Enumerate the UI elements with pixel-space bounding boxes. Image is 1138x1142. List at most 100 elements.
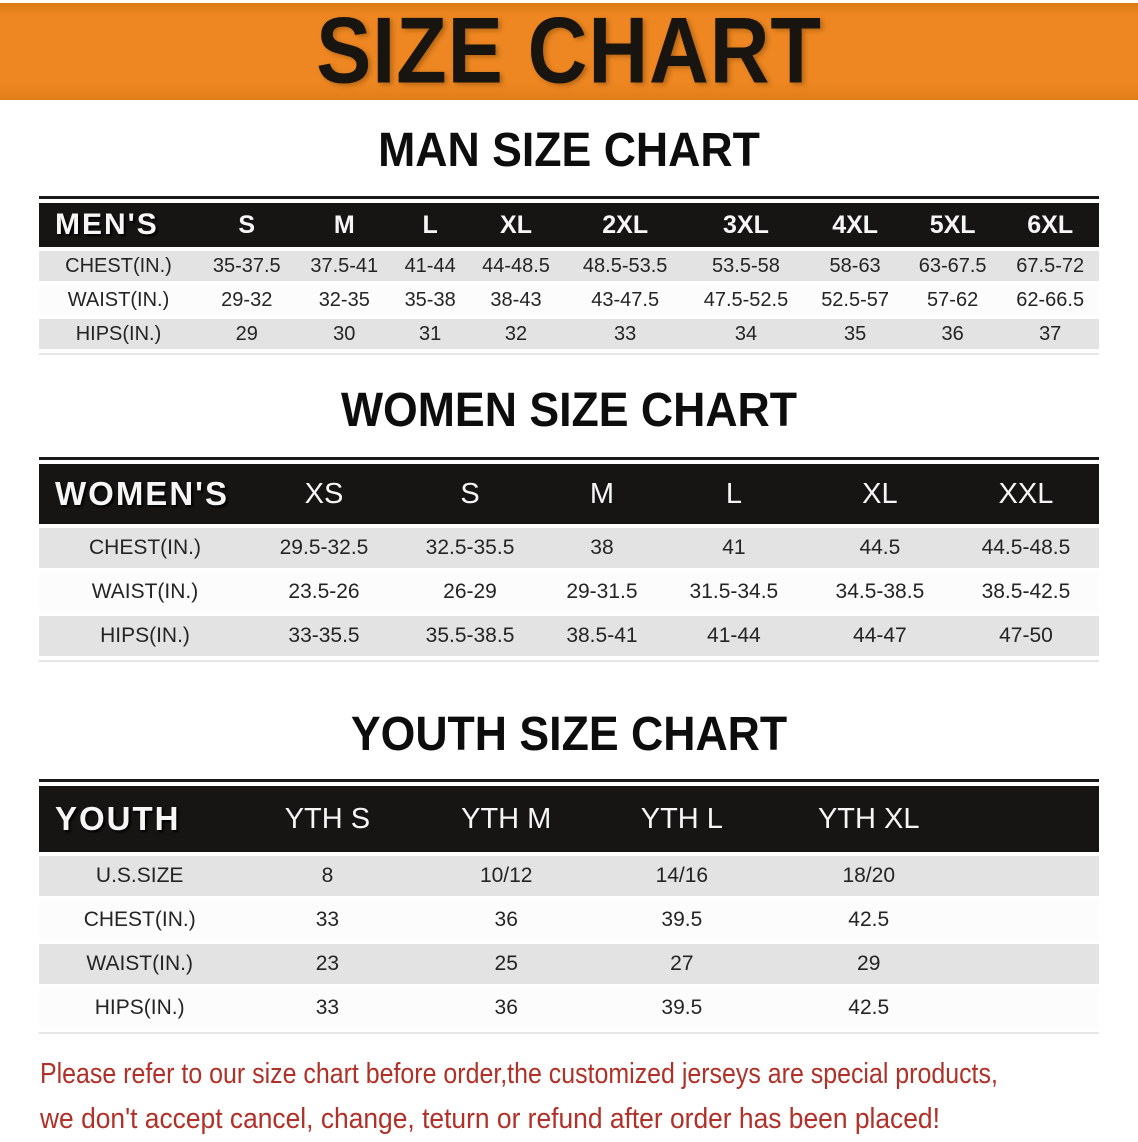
size-column-header: YTH XL: [765, 786, 972, 852]
size-value-cell: 52.5-57: [806, 285, 904, 315]
size-value-cell: 10/12: [414, 856, 599, 896]
size-value-cell: 41-44: [660, 616, 807, 656]
measurement-row: WAIST(IN.) 23.5-26 26-29 29-31.5 31.5-34.5 34…: [39, 572, 1099, 612]
size-value-cell: 27: [598, 944, 766, 984]
size-value-cell: 31.5-34.5: [660, 572, 807, 612]
size-value-cell: 14/16: [598, 856, 766, 896]
women-section-title: WOMEN SIZE CHART: [340, 381, 798, 437]
man-size-chart-section: MAN SIZE CHART MEN'S S M L XL 2XL 3XL 4XL 5XL 6XL…: [0, 121, 1138, 355]
size-column-header: L: [393, 203, 468, 247]
measurement-row: CHEST(IN.) 29.5-32.5 32.5-35.5 38 41 44.5 44.5…: [39, 528, 1099, 568]
men-size-table: MEN'S S M L XL 2XL 3XL 4XL 5XL 6XL CHEST(IN.) 35-37…: [39, 196, 1099, 355]
table-title-cell: YOUTH: [39, 786, 241, 852]
size-column-header: YTH L: [598, 786, 766, 852]
row-label: WAIST(IN.): [39, 944, 241, 984]
measurement-row: CHEST(IN.) 33 36 39.5 42.5: [39, 900, 1099, 940]
size-value-cell: 33: [564, 319, 686, 349]
size-value-cell: 35.5-38.5: [397, 616, 544, 656]
size-value-cell: 44.5-48.5: [952, 528, 1099, 568]
size-value-cell: 47.5-52.5: [685, 285, 807, 315]
size-value-cell: 36: [903, 319, 1002, 349]
women-size-chart-section: WOMEN SIZE CHART WOMEN'S XS S M L XL XXL CHEST(…: [0, 381, 1138, 662]
size-value-cell: 67.5-72: [1001, 251, 1099, 281]
size-value-cell: 42.5: [765, 988, 972, 1028]
table-title-cell: WOMEN'S: [39, 464, 251, 524]
size-value-cell: 29: [198, 319, 296, 349]
size-value-cell: 39.5: [598, 988, 766, 1028]
row-label: WAIST(IN.): [39, 285, 198, 315]
measurement-row: WAIST(IN.) 23 25 27 29: [39, 944, 1099, 984]
size-value-cell: 43-47.5: [564, 285, 686, 315]
youth-section-title: YOUTH SIZE CHART: [350, 705, 788, 761]
size-value-cell: 31: [393, 319, 468, 349]
size-value-cell: 63-67.5: [903, 251, 1002, 281]
size-column-header: XL: [467, 203, 565, 247]
disclaimer-line-2: we don't accept cancel, change, teturn o…: [40, 1103, 940, 1135]
size-value-cell: 38.5-42.5: [952, 572, 1099, 612]
size-value-cell: 62-66.5: [1001, 285, 1099, 315]
table-header-row: WOMEN'S XS S M L XL XXL: [39, 464, 1099, 524]
row-label: CHEST(IN.): [39, 528, 251, 568]
row-label: HIPS(IN.): [39, 616, 251, 656]
size-value-cell: 23.5-26: [251, 572, 398, 612]
size-column-header: S: [397, 464, 544, 524]
size-column-header: 2XL: [564, 203, 686, 247]
size-value-cell: 32: [467, 319, 565, 349]
women-size-table: WOMEN'S XS S M L XL XXL CHEST(IN.) 29.5-32.5 32.5…: [39, 457, 1099, 662]
size-value-cell: 53.5-58: [685, 251, 807, 281]
size-column-header: YTH M: [414, 786, 599, 852]
size-value-cell: 44-48.5: [467, 251, 565, 281]
size-value-cell: 18/20: [765, 856, 972, 896]
size-value-cell: 57-62: [903, 285, 1002, 315]
size-column-header: 5XL: [903, 203, 1002, 247]
size-value-cell: 26-29: [397, 572, 544, 612]
size-value-cell: 33-35.5: [251, 616, 398, 656]
size-value-cell: 29-31.5: [543, 572, 661, 612]
size-value-cell: 41-44: [393, 251, 468, 281]
size-value-cell: 44-47: [806, 616, 953, 656]
size-value-cell: 38-43: [467, 285, 565, 315]
size-column-header: 6XL: [1001, 203, 1099, 247]
size-value-cell: 35: [806, 319, 904, 349]
row-label: CHEST(IN.): [39, 251, 198, 281]
size-value-cell: 48.5-53.5: [564, 251, 686, 281]
size-value-cell: 29.5-32.5: [251, 528, 398, 568]
measurement-row: CHEST(IN.) 35-37.5 37.5-41 41-44 44-48.5 48.5…: [39, 251, 1099, 281]
measurement-row: HIPS(IN.) 29 30 31 32 33 34 35 36 37: [39, 319, 1099, 349]
size-value-cell: 34.5-38.5: [806, 572, 953, 612]
measurement-row: HIPS(IN.) 33 36 39.5 42.5: [39, 988, 1099, 1028]
spacer-cell: [971, 988, 1099, 1028]
size-value-cell: 29: [765, 944, 972, 984]
size-column-header: 4XL: [806, 203, 904, 247]
size-column-header: M: [295, 203, 394, 247]
youth-size-table: YOUTH YTH S YTH M YTH L YTH XL U.S.SIZE 8 10/12…: [39, 779, 1099, 1034]
table-title-cell: MEN'S: [39, 203, 198, 247]
man-section-title: MAN SIZE CHART: [378, 121, 760, 177]
size-column-header: YTH S: [240, 786, 415, 852]
size-value-cell: 37: [1001, 319, 1099, 349]
size-value-cell: 23: [240, 944, 415, 984]
spacer-cell: [971, 900, 1099, 940]
size-column-header: XXL: [952, 464, 1099, 524]
size-value-cell: 39.5: [598, 900, 766, 940]
size-value-cell: 35-37.5: [198, 251, 296, 281]
size-value-cell: 41: [660, 528, 807, 568]
size-value-cell: 30: [295, 319, 394, 349]
size-value-cell: 36: [414, 988, 599, 1028]
table-header-row: MEN'S S M L XL 2XL 3XL 4XL 5XL 6XL: [39, 203, 1099, 247]
size-value-cell: 32.5-35.5: [397, 528, 544, 568]
spacer-cell: [971, 786, 1099, 852]
size-column-header: M: [543, 464, 661, 524]
size-value-cell: 37.5-41: [295, 251, 394, 281]
size-value-cell: 32-35: [295, 285, 394, 315]
size-value-cell: 25: [414, 944, 599, 984]
size-value-cell: 33: [240, 988, 415, 1028]
size-column-header: XS: [251, 464, 398, 524]
row-label: HIPS(IN.): [39, 319, 198, 349]
spacer-cell: [971, 944, 1099, 984]
table-header-row: YOUTH YTH S YTH M YTH L YTH XL: [39, 786, 1099, 852]
size-value-cell: 42.5: [765, 900, 972, 940]
size-column-header: S: [198, 203, 296, 247]
size-value-cell: 47-50: [952, 616, 1099, 656]
